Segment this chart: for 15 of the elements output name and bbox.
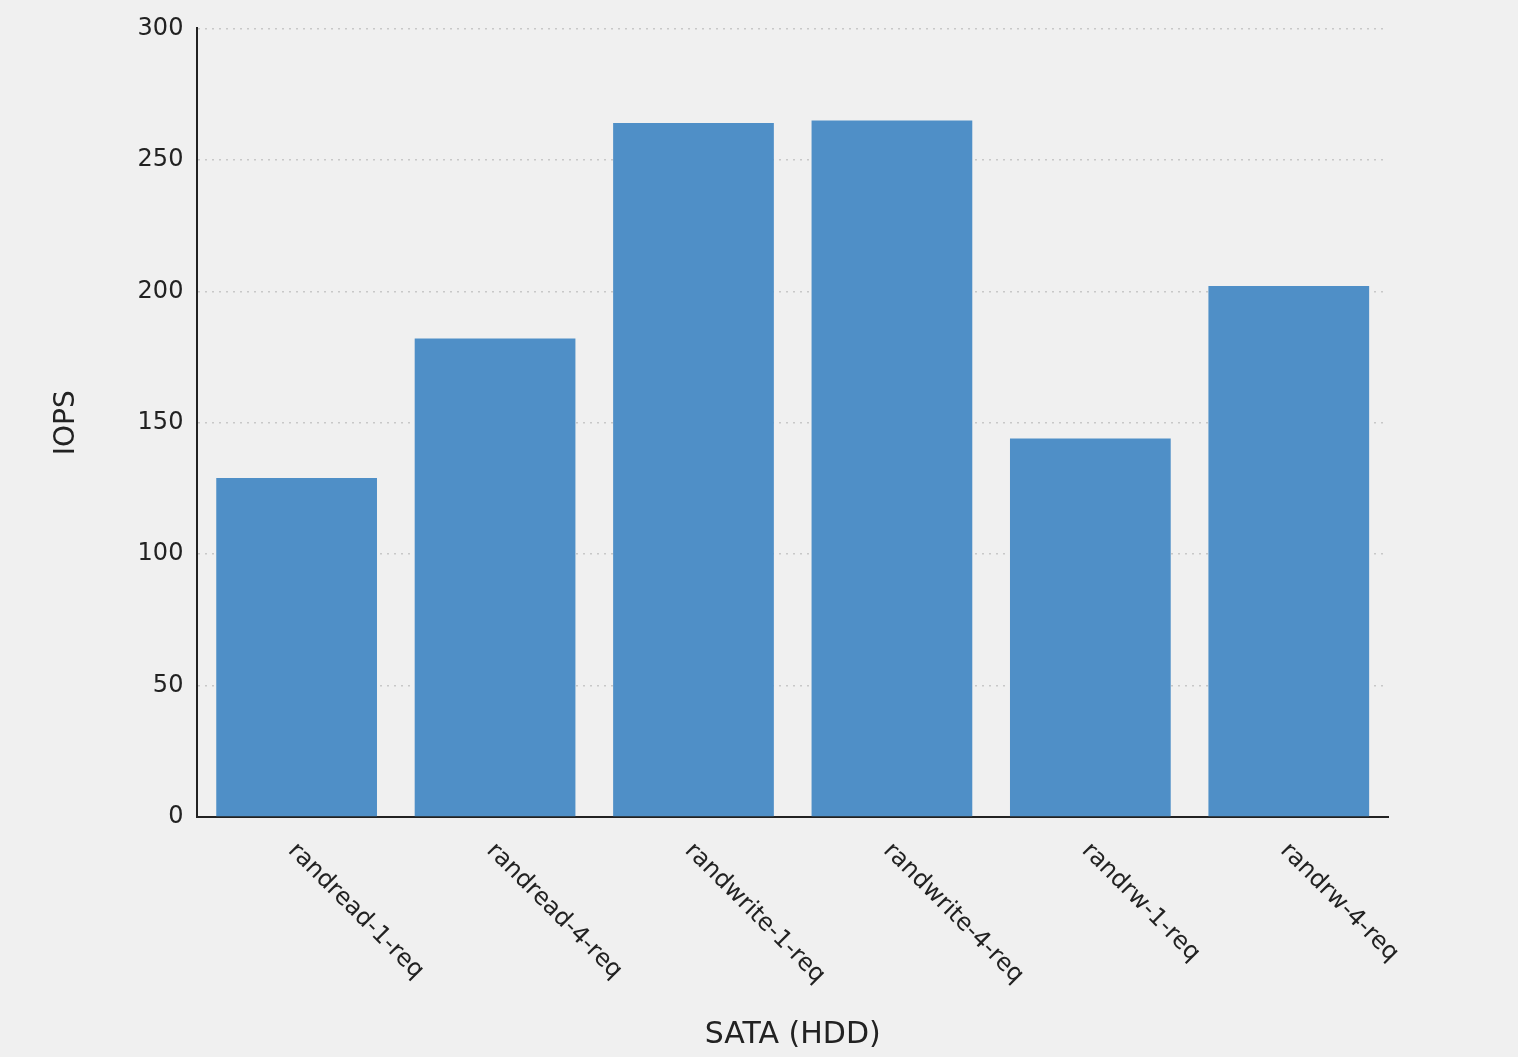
- bar: [414, 338, 576, 817]
- bar: [216, 477, 377, 817]
- bar: [811, 120, 973, 817]
- x-axis-title: SATA (HDD): [704, 1014, 881, 1050]
- y-tick-label: 0: [168, 801, 184, 830]
- bar: [1009, 438, 1171, 817]
- y-tick-label: 300: [137, 12, 184, 41]
- y-tick-label: 150: [137, 406, 184, 435]
- y-tick-label: 100: [137, 538, 184, 567]
- bar: [1208, 286, 1370, 817]
- y-axis-title: IOPS: [48, 390, 82, 456]
- bar: [613, 123, 774, 817]
- y-tick-label: 250: [137, 144, 184, 173]
- y-tick-label: 200: [137, 275, 184, 304]
- y-tick-label: 50: [152, 669, 184, 698]
